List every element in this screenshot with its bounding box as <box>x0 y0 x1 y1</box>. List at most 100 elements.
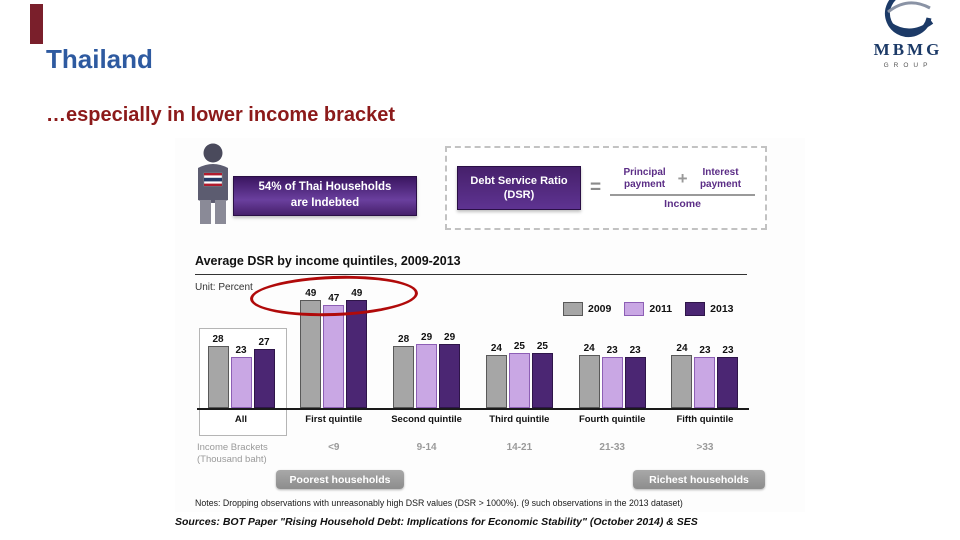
bar-group: 24 23 23 <box>661 343 749 408</box>
bar-column: 25 <box>531 341 553 408</box>
mbmg-logo: MBMG GROUP <box>866 0 950 69</box>
dsr-label-line2: (DSR) <box>503 189 535 201</box>
category-label: Second quintile <box>391 414 462 425</box>
bar-value-label: 23 <box>699 345 711 356</box>
bar-value-label: 47 <box>328 293 340 304</box>
bar-column: 24 <box>578 343 600 408</box>
chart-notes: Notes: Dropping observations with unreas… <box>195 498 683 508</box>
bar-value-label: 25 <box>513 341 525 352</box>
bar <box>346 300 368 408</box>
banner-line2: are Indebted <box>290 197 360 209</box>
dsr-formula-box: Debt Service Ratio (DSR) = Principal pay… <box>445 146 767 230</box>
income-brackets-label: Income Brackets (Thousand baht) <box>197 442 268 466</box>
category-label: Fifth quintile <box>676 414 734 425</box>
bar <box>624 357 646 408</box>
bar-column: 23 <box>717 345 739 408</box>
dsr-label-line1: Debt Service Ratio <box>470 174 568 187</box>
bar <box>485 355 507 408</box>
bar-value-label: 24 <box>490 343 502 354</box>
corner-accent-bar <box>30 4 43 44</box>
category-label: All <box>234 414 248 425</box>
dsr-label: Debt Service Ratio (DSR) <box>457 165 581 211</box>
bar-group: 24 25 25 <box>475 341 563 408</box>
households-indebted-banner: 54% of Thai Households are Indebted <box>233 176 417 216</box>
bar <box>416 344 438 408</box>
bar-column: 23 <box>694 345 716 408</box>
bar-group: 49 47 49 <box>290 288 378 408</box>
bar <box>323 305 345 408</box>
poorest-households-badge: Poorest households <box>276 470 404 489</box>
category-label: Fourth quintile <box>578 414 646 425</box>
bar-value-label: 23 <box>606 345 618 356</box>
bar <box>300 300 322 408</box>
banner-line1: 54% of Thai Households <box>258 181 392 194</box>
bar <box>508 353 530 408</box>
income-bracket-value: 14-21 <box>506 442 533 453</box>
bar-value-label: 24 <box>676 343 688 354</box>
bar <box>253 349 275 408</box>
plus-sign: + <box>677 168 688 188</box>
legend-label: 2009 <box>588 303 612 315</box>
bar-value-label: 23 <box>235 345 247 356</box>
bar-value-label: 23 <box>722 345 734 356</box>
unit-label: Unit: Percent <box>195 282 253 293</box>
income-brackets-row: Income Brackets (Thousand baht) <9 9-14 … <box>197 442 749 467</box>
page-subtitle: …especially in lower income bracket <box>46 104 396 126</box>
legend-swatch <box>685 302 706 316</box>
income-term: Income <box>664 197 701 210</box>
bar <box>207 346 229 408</box>
bar-value-label: 49 <box>305 288 317 299</box>
income-bracket-value: 9-14 <box>416 442 437 453</box>
fraction-numerator: Principal payment + Interest payment <box>616 167 750 191</box>
bar-column: 47 <box>323 293 345 408</box>
principal-payment-term: Principal payment <box>623 166 666 190</box>
legend-item: 2011 <box>624 302 672 316</box>
legend-swatch <box>563 302 583 316</box>
logo-group-text: GROUP <box>883 62 933 69</box>
bar-value-label: 28 <box>398 334 410 345</box>
bar <box>694 357 716 408</box>
bar <box>439 344 461 408</box>
bar-group: 28 29 29 <box>383 332 471 408</box>
bar-column: 29 <box>439 332 461 408</box>
bar-value-label: 27 <box>258 337 270 348</box>
equals-sign: = <box>590 177 602 198</box>
legend: 2009 2011 2013 <box>563 302 734 316</box>
household-debt-chart: 54% of Thai Households are Indebted Debt… <box>175 138 805 512</box>
legend-item: 2013 <box>685 302 734 316</box>
bar <box>230 357 252 408</box>
bar-value-label: 29 <box>421 332 433 343</box>
globe-swoosh-icon <box>884 0 934 37</box>
page-title: Thailand <box>46 44 153 74</box>
logo-brand-text: MBMG <box>873 40 943 59</box>
bar-value-label: 49 <box>351 288 363 299</box>
legend-swatch <box>624 302 645 316</box>
category-labels: All First quintile Second quintile Third qu… <box>197 414 749 425</box>
category-label: First quintile <box>305 414 363 425</box>
bar-group: 28 23 27 <box>197 334 285 408</box>
dsr-fraction: Principal payment + Interest payment Inc… <box>610 167 755 210</box>
bar <box>601 357 623 408</box>
interest-payment-term: Interest payment <box>699 166 742 190</box>
bar-value-label: 25 <box>536 341 548 352</box>
bar-column: 23 <box>624 345 646 408</box>
bar-plot: 28 23 27 49 47 49 28 29 29 24 25 25 24 23 23 24 23 23 <box>197 286 749 410</box>
bar-value-label: 23 <box>629 345 641 356</box>
bar-column: 27 <box>253 337 275 408</box>
income-bracket-value: <9 <box>328 442 340 453</box>
legend-label: 2013 <box>710 303 734 315</box>
bar <box>717 357 739 408</box>
bar-column: 23 <box>230 345 252 408</box>
bar-column: 49 <box>300 288 322 408</box>
bar <box>531 353 553 408</box>
bar-column: 24 <box>671 343 693 408</box>
category-label: Third quintile <box>489 414 550 425</box>
bar <box>671 355 693 408</box>
legend-label: 2011 <box>649 303 673 315</box>
bar-group: 24 23 23 <box>568 343 656 408</box>
bar-column: 25 <box>508 341 530 408</box>
legend-item: 2009 <box>563 302 611 316</box>
bar-value-label: 24 <box>583 343 595 354</box>
bar-column: 49 <box>346 288 368 408</box>
